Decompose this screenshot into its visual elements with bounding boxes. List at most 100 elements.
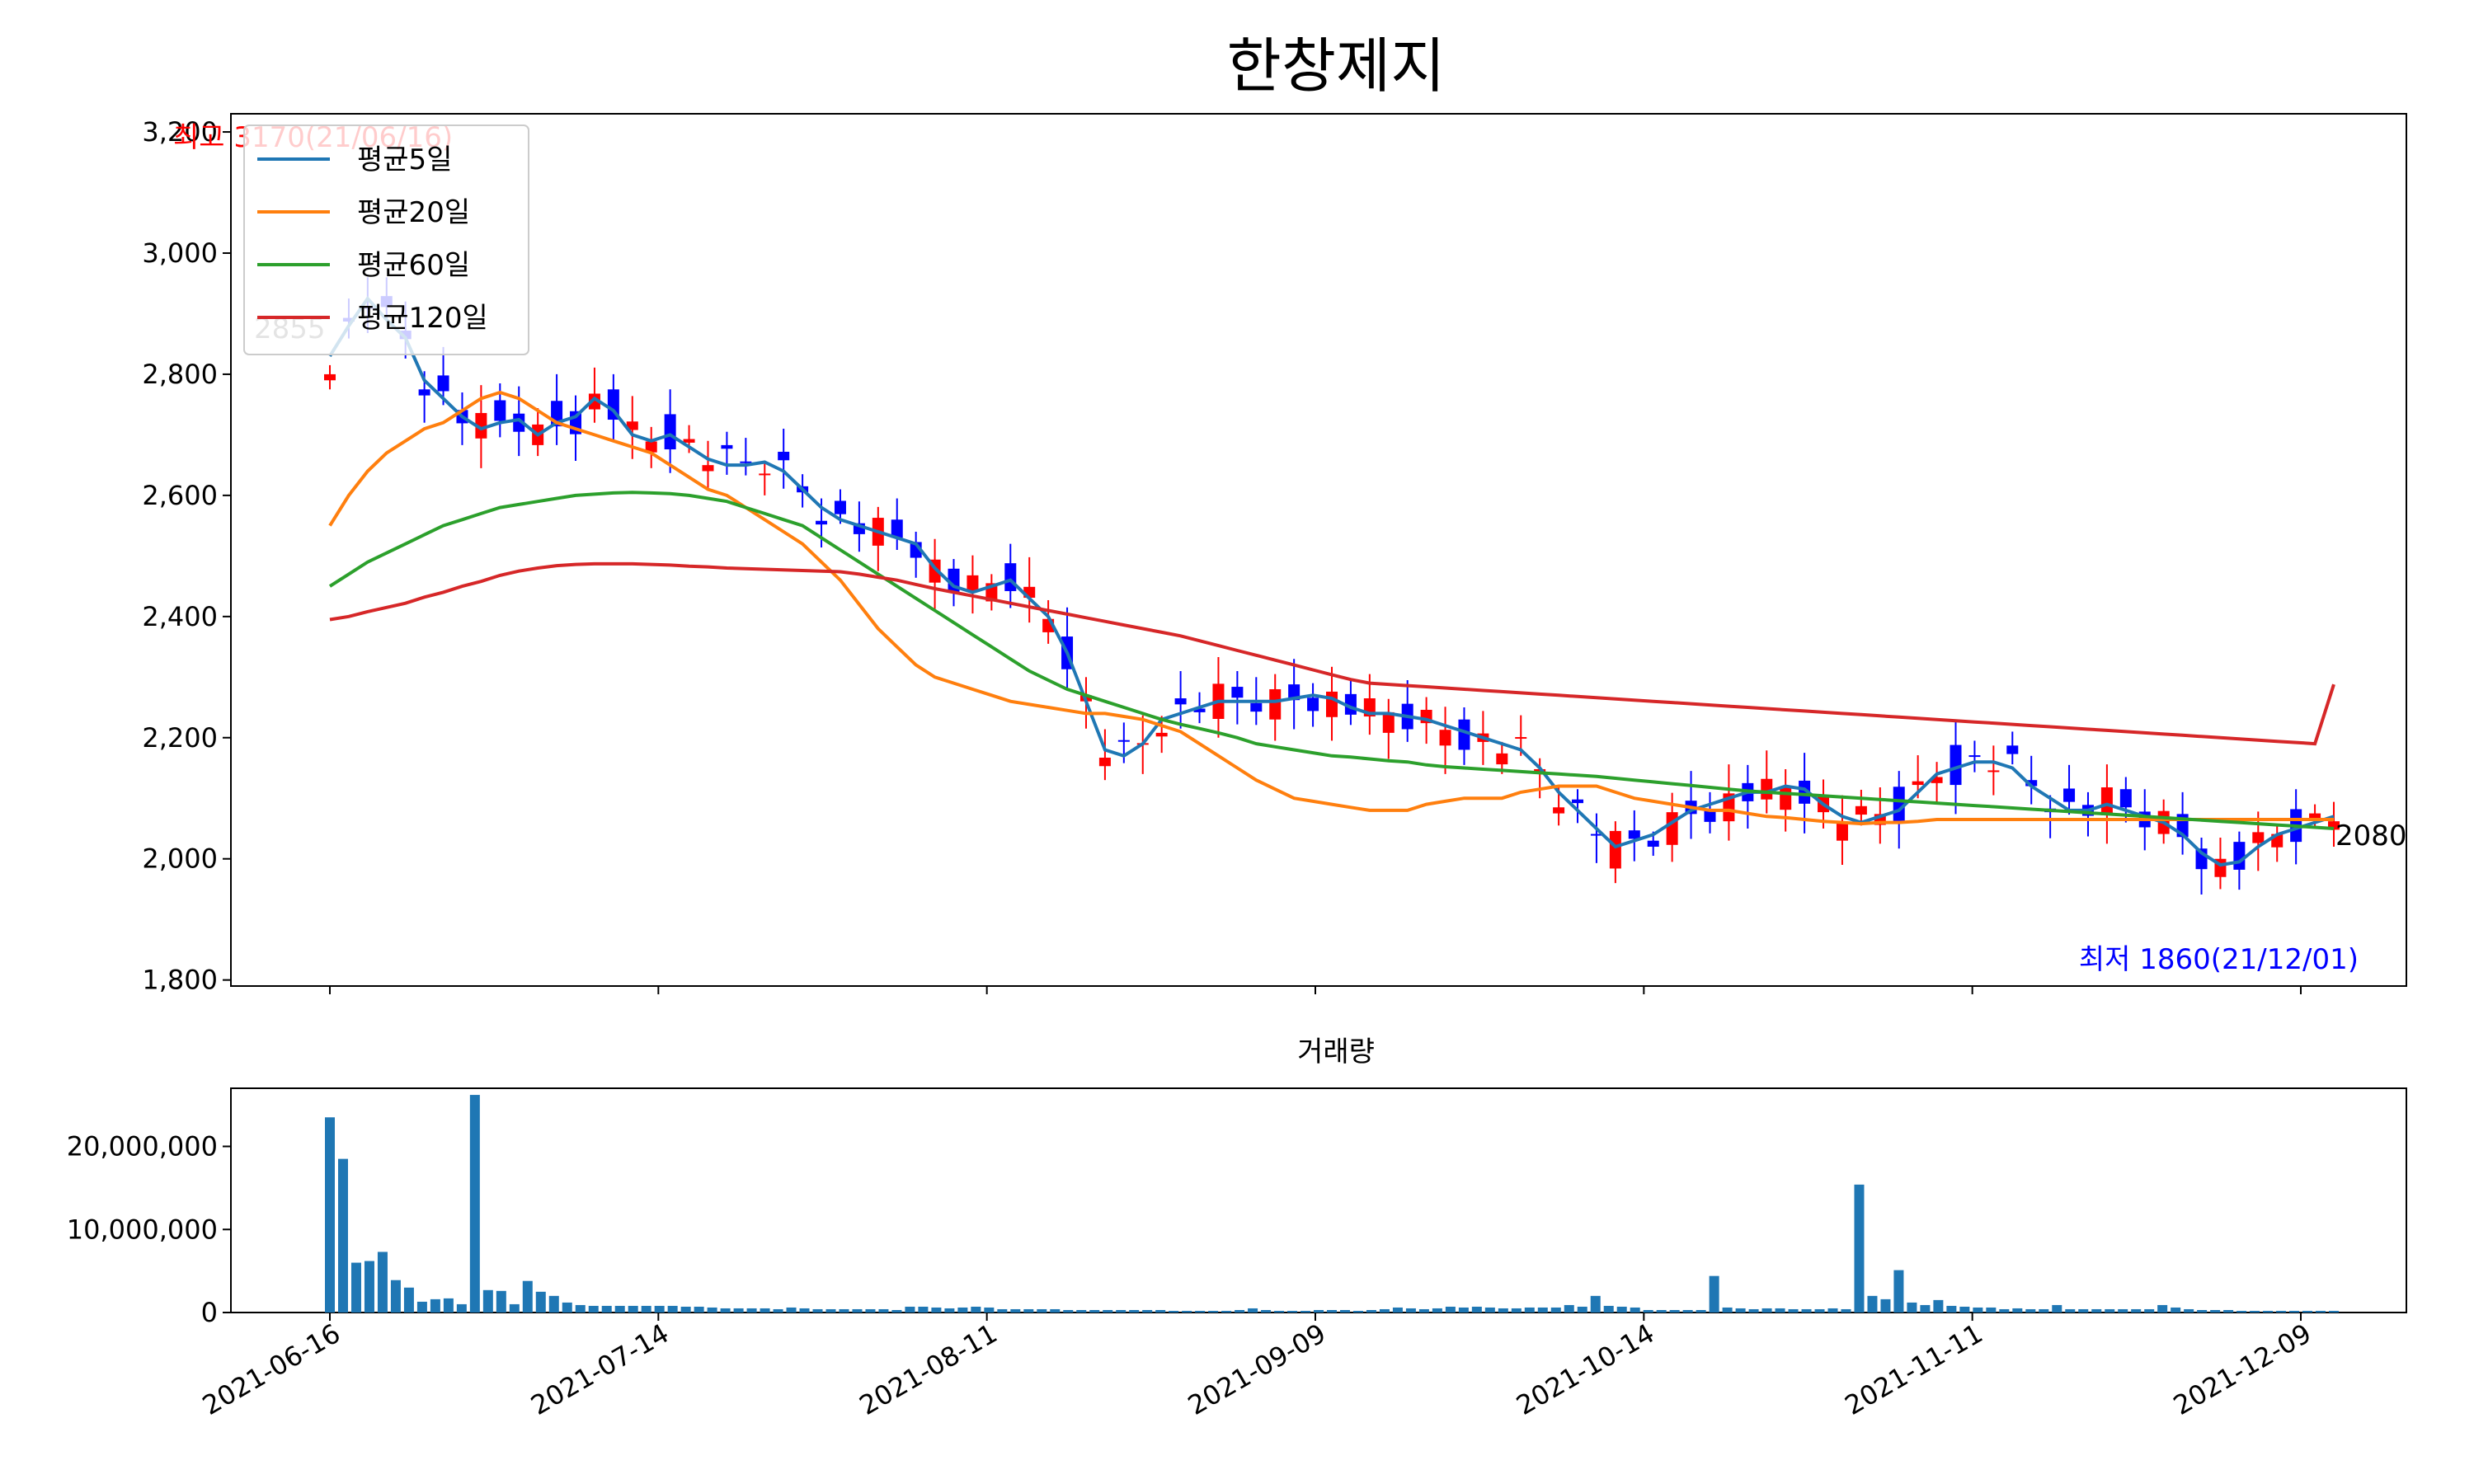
volume-bar	[1880, 1298, 1891, 1313]
y-tick-label: 2,600	[142, 480, 218, 511]
volume-panel-title: 거래량	[1297, 1036, 1375, 1068]
y-tick-label: 1,800	[142, 965, 218, 996]
candle-body	[1534, 768, 1546, 773]
legend-label-1: 평균5일	[357, 143, 452, 176]
volume-bar	[2144, 1308, 2155, 1313]
volume-bar	[760, 1308, 770, 1313]
volume-bar	[2105, 1308, 2115, 1313]
candle-body	[2063, 788, 2076, 802]
volume-bar	[403, 1287, 414, 1313]
volume-plot-frame	[230, 1087, 2407, 1313]
volume-bar	[825, 1308, 836, 1313]
volume-bar	[812, 1308, 823, 1313]
volume-bar	[1471, 1306, 1482, 1313]
volume-bar	[2316, 1310, 2326, 1313]
volume-bar	[1722, 1307, 1733, 1313]
volume-bar	[1432, 1308, 1442, 1313]
volume-bar	[1735, 1308, 1746, 1313]
candle-body	[1666, 812, 1678, 845]
candle-body	[1098, 758, 1111, 767]
volume-bar	[350, 1262, 361, 1313]
volume-bar	[1103, 1309, 1113, 1313]
volume-bar	[1379, 1308, 1390, 1313]
volume-bar	[1300, 1310, 1311, 1313]
volume-bar	[1946, 1305, 1957, 1313]
volume-bar	[1656, 1309, 1667, 1313]
candle-body	[1950, 744, 1962, 786]
volume-bar	[1314, 1309, 1324, 1313]
x-tick-label: 2021-12-09	[2168, 1317, 2316, 1421]
candle-body	[702, 465, 714, 472]
volume-bar	[1775, 1308, 1785, 1313]
volume-bar	[1498, 1308, 1508, 1313]
volume-bar	[746, 1308, 757, 1313]
candle-body	[1231, 687, 1244, 698]
candle-body	[437, 375, 449, 392]
volume-bar	[1643, 1309, 1653, 1313]
volume-bar	[1841, 1308, 1851, 1313]
candle-body	[1117, 740, 1130, 742]
y-tick-label: 2,000	[142, 843, 218, 875]
candle-body	[683, 439, 695, 443]
volume-bar	[1484, 1307, 1495, 1313]
volume-bar	[2078, 1308, 2089, 1313]
volume-bar	[2302, 1310, 2313, 1313]
x-tick-label: 2021-11-11	[1840, 1317, 1988, 1421]
candle-body	[778, 451, 790, 461]
volume-bar	[2039, 1308, 2049, 1313]
volume-bar	[1669, 1309, 1680, 1313]
volume-bar	[1748, 1308, 1759, 1313]
volume-bar	[773, 1308, 783, 1313]
volume-bar	[1893, 1270, 1904, 1313]
candle-body	[1987, 770, 2000, 773]
candle-body	[1609, 830, 1621, 869]
volume-bar	[1445, 1306, 1456, 1313]
volume-bar	[364, 1261, 374, 1313]
volume-bar	[1261, 1309, 1272, 1313]
volume-bar	[1405, 1308, 1416, 1313]
volume-bar	[654, 1305, 665, 1313]
candle-body	[1590, 834, 1602, 836]
volume-bar	[799, 1308, 810, 1313]
candle-body	[721, 444, 733, 449]
volume-bar	[2052, 1304, 2062, 1313]
volume-bar	[1287, 1310, 1298, 1313]
candle-body	[834, 500, 846, 514]
volume-bar	[1076, 1309, 1087, 1313]
volume-bar	[984, 1307, 995, 1313]
volume-bar	[707, 1307, 717, 1313]
candle-body	[1968, 755, 1981, 758]
volume-bar	[1907, 1302, 1917, 1313]
legend-frame	[243, 124, 529, 355]
candle-body	[324, 373, 336, 381]
volume-bar	[2025, 1308, 2036, 1313]
volume-bar	[1867, 1295, 1878, 1313]
price-plot-frame	[230, 113, 2407, 987]
candle-body	[1553, 807, 1565, 814]
candle-body	[1893, 787, 1905, 822]
volume-bar	[891, 1309, 902, 1313]
volume-bar	[1418, 1308, 1429, 1313]
volume-bar	[614, 1305, 625, 1313]
candle-body	[1647, 840, 1659, 848]
vol-y-tick-label: 20,000,000	[67, 1131, 218, 1162]
candle-body	[1326, 691, 1338, 717]
volume-bar	[337, 1158, 348, 1313]
volume-bar	[2184, 1308, 2194, 1313]
candle-body	[891, 519, 903, 538]
volume-bar	[1010, 1308, 1021, 1313]
volume-bar	[1023, 1308, 1034, 1313]
volume-bar	[1352, 1310, 1363, 1313]
candle-body	[475, 412, 487, 439]
volume-bar	[2276, 1310, 2287, 1313]
candle-body	[1761, 778, 1773, 800]
volume-bar	[456, 1303, 467, 1313]
volume-bar	[971, 1306, 981, 1313]
volume-bar	[944, 1308, 955, 1313]
volume-bar	[2157, 1304, 2168, 1313]
x-tick-label: 2021-09-09	[1183, 1317, 1331, 1421]
candle-body	[1780, 787, 1792, 810]
volume-bar	[1616, 1306, 1627, 1313]
